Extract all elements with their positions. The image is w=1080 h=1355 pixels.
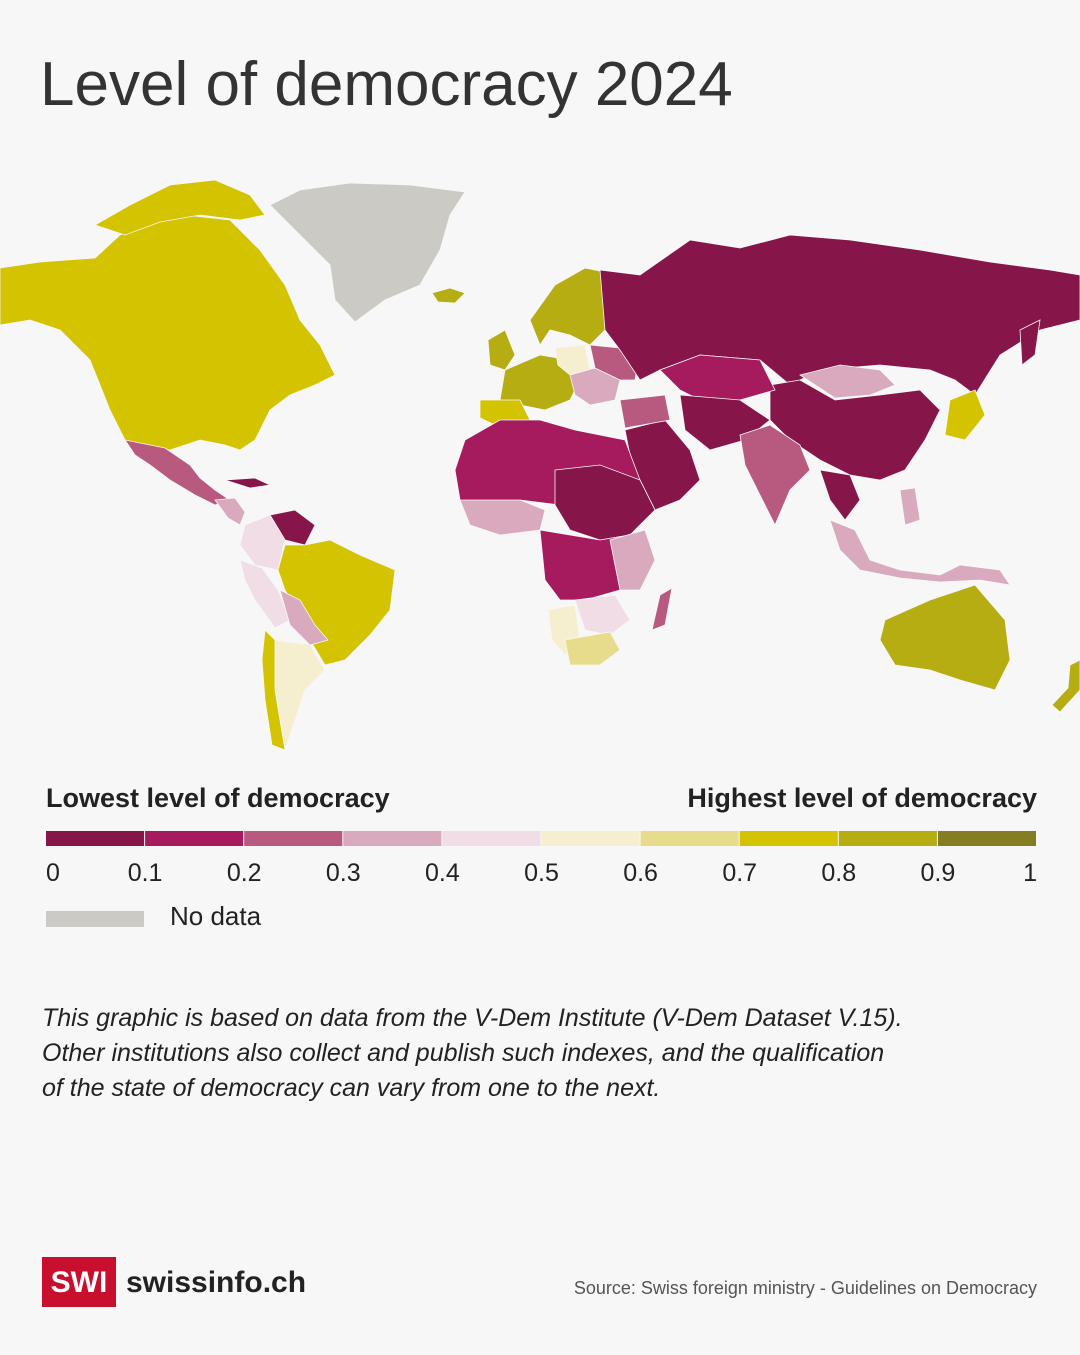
legend-tick-label: 1: [1023, 859, 1037, 887]
brand: swissinfo.ch: [126, 1266, 306, 1299]
country-region: [529, 267, 606, 346]
legend-tick-label: 0.3: [326, 859, 361, 887]
country-region: [899, 487, 921, 526]
note-line: This graphic is based on data from the V…: [42, 1004, 903, 1032]
legend-high-label: Highest level of democracy: [687, 783, 1037, 813]
country-region: [214, 497, 246, 526]
legend-tick-label: 0.2: [227, 859, 262, 887]
country-region: [279, 589, 329, 646]
legend-tick-label: 0.8: [821, 859, 856, 887]
note-line: of the state of democracy can vary from …: [42, 1074, 660, 1102]
country-region: [799, 364, 896, 399]
title: Level of democracy 2024: [40, 50, 733, 119]
legend-swatch: [937, 831, 1036, 846]
legend-tick-label: 0.4: [425, 859, 460, 887]
legend-tick-label: 0.1: [128, 859, 163, 887]
country-region: [819, 469, 861, 521]
no-data-label: No data: [170, 901, 262, 931]
no-data-swatch: [46, 911, 144, 927]
country-region: [574, 594, 631, 636]
source: Source: Swiss foreign ministry - Guideli…: [574, 1278, 1037, 1298]
note: This graphic is based on data from the V…: [42, 1004, 903, 1102]
country-region: [651, 587, 673, 631]
legend-swatch: [838, 831, 937, 846]
country-region: [487, 329, 516, 371]
world-map: [0, 179, 1080, 751]
country-region: [1019, 319, 1041, 366]
country-region: [609, 529, 656, 591]
legend-swatch: [739, 831, 838, 846]
legend-tick-label: 0: [46, 859, 60, 887]
country-region: [459, 499, 546, 536]
legend-swatch: [244, 831, 343, 846]
legend-tick-label: 0.6: [623, 859, 658, 887]
logo-box: [42, 1257, 116, 1307]
country-region: [224, 477, 272, 489]
legend-swatch: [343, 831, 442, 846]
country-region: [739, 424, 811, 526]
note-line: Other institutions also collect and publ…: [42, 1039, 884, 1067]
legend-tick-label: 0.9: [921, 859, 956, 887]
country-region: [879, 584, 1011, 691]
country-region: [431, 287, 466, 304]
country-region: [659, 354, 776, 401]
country-region: [1051, 659, 1080, 713]
country-region: [94, 179, 266, 236]
legend-tick-label: 0.5: [524, 859, 559, 887]
country-region: [0, 214, 336, 451]
legend-swatch: [145, 831, 244, 846]
legend: Lowest level of democracy Highest level …: [46, 783, 1037, 931]
country-region: [944, 389, 986, 441]
legend-tick-label: 0.7: [722, 859, 757, 887]
no-data-region: [269, 182, 466, 323]
logo-mark: SWI: [51, 1266, 108, 1299]
country-region: [829, 519, 1011, 586]
legend-low-label: Lowest level of democracy: [46, 783, 390, 813]
legend-swatch: [640, 831, 739, 846]
legend-swatch: [442, 831, 541, 846]
legend-swatch: [46, 831, 145, 846]
country-region: [124, 439, 231, 506]
country-region: [564, 631, 621, 666]
country-region: [239, 559, 291, 629]
country-region: [619, 394, 671, 429]
country-region: [261, 629, 286, 751]
legend-swatch: [541, 831, 640, 846]
